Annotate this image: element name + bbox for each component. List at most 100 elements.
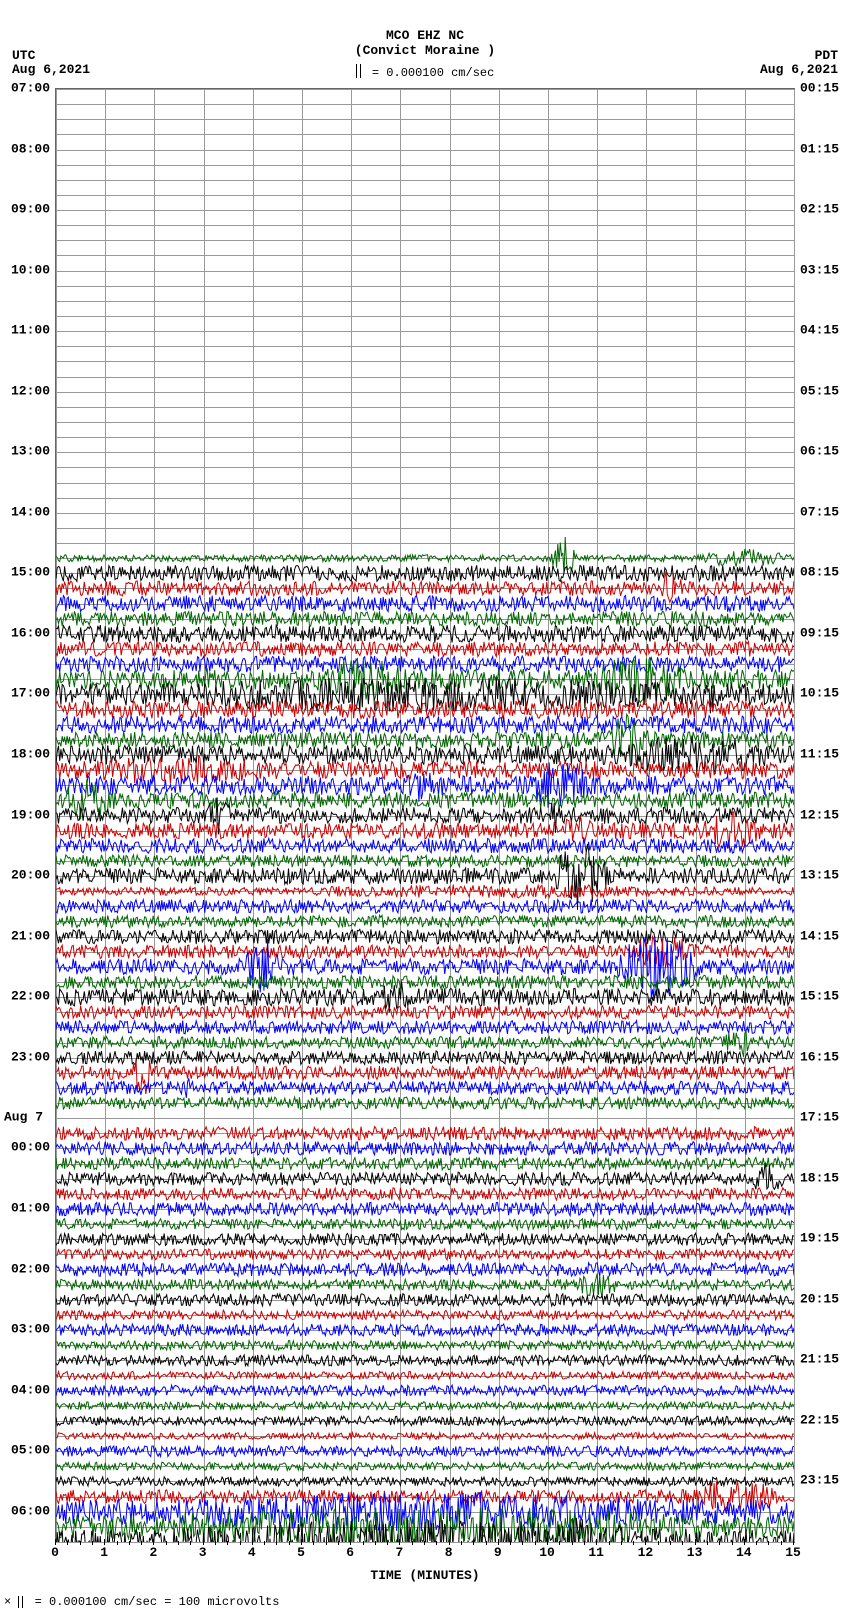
x-minor-tick [338, 1541, 339, 1545]
x-tick-label: 2 [149, 1545, 157, 1560]
x-minor-tick [276, 1541, 277, 1545]
x-minor-tick [486, 1541, 487, 1545]
header-scale-text: = 0.000100 cm/sec [365, 66, 495, 80]
x-minor-tick [240, 1541, 241, 1545]
left-date-label: Aug 6,2021 [12, 62, 90, 77]
x-minor-tick [559, 1541, 560, 1545]
x-minor-tick [178, 1541, 179, 1545]
date-change-label: Aug 7 [4, 1110, 43, 1125]
time-label-utc: 14:00 [0, 504, 50, 519]
x-minor-tick [141, 1541, 142, 1545]
time-label-local: 12:15 [800, 807, 850, 822]
time-label-utc: 06:00 [0, 1503, 50, 1518]
x-minor-tick [510, 1541, 511, 1545]
x-minor-tick [461, 1541, 462, 1545]
x-minor-tick [190, 1541, 191, 1545]
time-label-utc: 02:00 [0, 1261, 50, 1276]
time-label-utc: 15:00 [0, 565, 50, 580]
time-label-utc: 03:00 [0, 1322, 50, 1337]
right-timezone-label: PDT [815, 48, 838, 63]
x-minor-tick [436, 1541, 437, 1545]
time-label-utc: 20:00 [0, 868, 50, 883]
time-label-local: 01:15 [800, 141, 850, 156]
x-minor-tick [166, 1541, 167, 1545]
time-label-local: 00:15 [800, 81, 850, 96]
right-date-label: Aug 6,2021 [760, 62, 838, 77]
scale-bar-icon [18, 1596, 23, 1608]
header: MCO EHZ NC (Convict Moraine ) [0, 28, 850, 58]
grid-line-vertical [794, 89, 795, 1542]
x-tick-label: 10 [539, 1545, 555, 1560]
x-minor-tick [609, 1541, 610, 1545]
plot-area [55, 88, 795, 1543]
time-label-utc: 21:00 [0, 928, 50, 943]
x-minor-tick [535, 1541, 536, 1545]
x-minor-tick [363, 1541, 364, 1545]
x-tick-label: 14 [736, 1545, 752, 1560]
time-label-local: 21:15 [800, 1352, 850, 1367]
time-label-utc: 22:00 [0, 989, 50, 1004]
x-tick-label: 7 [395, 1545, 403, 1560]
time-label-local: 09:15 [800, 625, 850, 640]
scale-bar-icon [356, 64, 361, 78]
x-minor-tick [658, 1541, 659, 1545]
x-minor-tick [92, 1541, 93, 1545]
x-axis-ticks: 0123456789101112131415 [55, 1545, 795, 1565]
x-minor-tick [633, 1541, 634, 1545]
x-tick-label: 3 [199, 1545, 207, 1560]
time-label-local: 03:15 [800, 262, 850, 277]
grid-line-horizontal [56, 1542, 794, 1543]
time-label-utc: 07:00 [0, 81, 50, 96]
time-label-local: 18:15 [800, 1170, 850, 1185]
time-label-local: 23:15 [800, 1473, 850, 1488]
x-tick-label: 4 [248, 1545, 256, 1560]
time-label-local: 08:15 [800, 565, 850, 580]
time-label-utc: 23:00 [0, 1049, 50, 1064]
footer-prefix: × [4, 1595, 11, 1609]
time-label-local: 15:15 [800, 989, 850, 1004]
x-tick-label: 5 [297, 1545, 305, 1560]
x-minor-tick [375, 1541, 376, 1545]
x-minor-tick [584, 1541, 585, 1545]
time-label-utc: 12:00 [0, 383, 50, 398]
time-label-local: 04:15 [800, 323, 850, 338]
time-label-utc: 19:00 [0, 807, 50, 822]
x-minor-tick [117, 1541, 118, 1545]
time-label-utc: 16:00 [0, 625, 50, 640]
time-label-local: 11:15 [800, 746, 850, 761]
x-tick-label: 6 [346, 1545, 354, 1560]
x-minor-tick [264, 1541, 265, 1545]
x-minor-tick [67, 1541, 68, 1545]
x-minor-tick [412, 1541, 413, 1545]
x-tick-label: 0 [51, 1545, 59, 1560]
x-tick-label: 8 [445, 1545, 453, 1560]
time-label-local: 10:15 [800, 686, 850, 701]
time-label-utc: 13:00 [0, 444, 50, 459]
x-tick-label: 9 [494, 1545, 502, 1560]
station-location: (Convict Moraine ) [0, 43, 850, 58]
time-label-local: 14:15 [800, 928, 850, 943]
seismic-traces [56, 89, 794, 1542]
time-label-utc: 04:00 [0, 1382, 50, 1397]
x-minor-tick [313, 1541, 314, 1545]
x-minor-tick [80, 1541, 81, 1545]
time-label-local: 13:15 [800, 868, 850, 883]
x-minor-tick [670, 1541, 671, 1545]
x-minor-tick [289, 1541, 290, 1545]
x-tick-label: 13 [687, 1545, 703, 1560]
x-minor-tick [732, 1541, 733, 1545]
x-axis-label: TIME (MINUTES) [0, 1568, 850, 1583]
time-label-local: 06:15 [800, 444, 850, 459]
x-minor-tick [682, 1541, 683, 1545]
x-tick-label: 15 [785, 1545, 801, 1560]
x-minor-tick [129, 1541, 130, 1545]
x-minor-tick [768, 1541, 769, 1545]
x-minor-tick [756, 1541, 757, 1545]
x-tick-label: 12 [638, 1545, 654, 1560]
station-code: MCO EHZ NC [0, 28, 850, 43]
x-minor-tick [387, 1541, 388, 1545]
time-label-local: 05:15 [800, 383, 850, 398]
time-label-local: 16:15 [800, 1049, 850, 1064]
x-minor-tick [522, 1541, 523, 1545]
x-tick-label: 11 [588, 1545, 604, 1560]
